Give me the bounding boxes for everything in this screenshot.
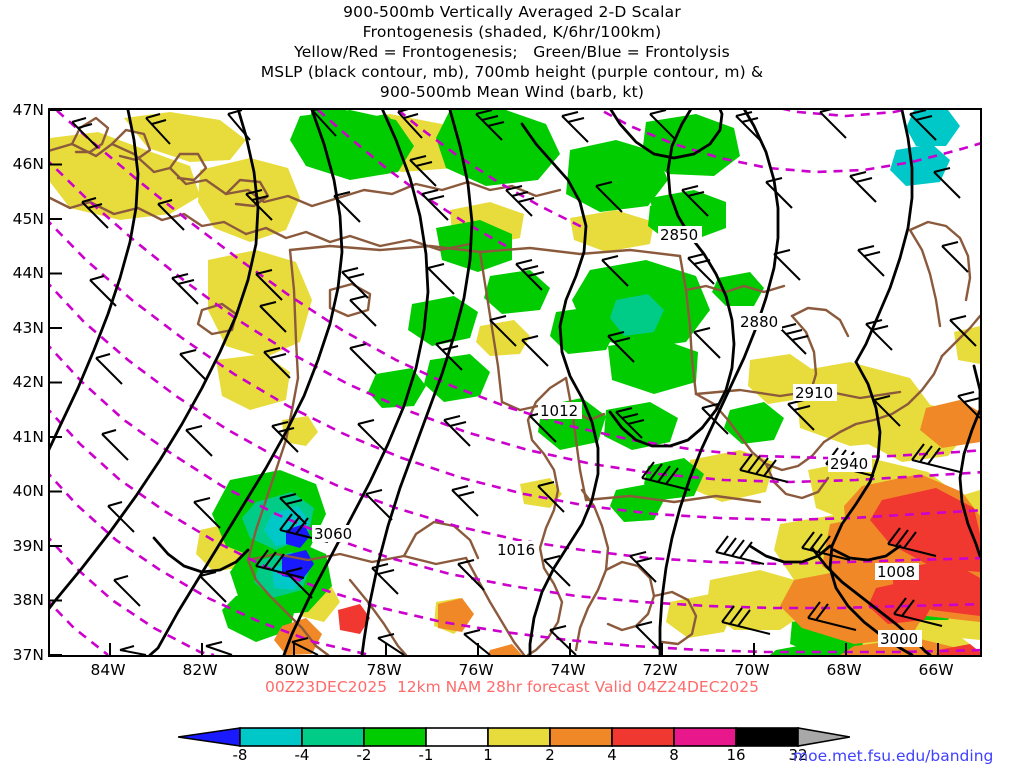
map-canvas: 2850 2880 2910 2940 3060 3000 1012 1016 — [50, 110, 980, 655]
y-tick-41N: 41N — [12, 428, 44, 446]
colorbar-cell-2 — [363, 727, 427, 747]
colorbar-tick-2: 2 — [545, 746, 555, 764]
contour-label-1008: 1008 — [877, 563, 915, 581]
title-line-1: 900-500mb Vertically Averaged 2-D Scalar — [343, 3, 681, 21]
colorbar-cell-5 — [549, 727, 613, 747]
x-tick-78W: 78W — [366, 661, 402, 679]
colorbar-tick--2: -2 — [356, 746, 372, 764]
contour-labels: 2850 2880 2910 2940 3060 3000 1012 1016 — [312, 226, 922, 648]
colorbar-cell-6 — [611, 727, 675, 747]
x-tick-82W: 82W — [182, 661, 218, 679]
colorbar: -8 -4 -2 -1 1 2 4 8 16 32 — [177, 726, 851, 768]
colorbar-cell-8 — [735, 727, 799, 747]
x-tick-74W: 74W — [550, 661, 586, 679]
colorbar-tick-16: 16 — [726, 746, 746, 764]
colorbar-swatches — [177, 727, 851, 747]
contour-label-2880: 2880 — [740, 313, 778, 331]
y-tick-42N: 42N — [12, 373, 44, 391]
title-line-4: MSLP (black contour, mb), 700mb height (… — [260, 63, 764, 81]
colorbar-tick-8: 8 — [669, 746, 679, 764]
y-tick-45N: 45N — [12, 210, 44, 228]
title-line-5: 900-500mb Mean Wind (barb, kt) — [379, 83, 645, 101]
forecast-caption: 00Z23DEC2025 12km NAM 28hr forecast Vali… — [265, 678, 759, 696]
x-tick-84W: 84W — [90, 661, 126, 679]
x-tick-72W: 72W — [642, 661, 678, 679]
x-tick-70W: 70W — [734, 661, 770, 679]
colorbar-tick--4: -4 — [294, 746, 310, 764]
x-tick-76W: 76W — [458, 661, 494, 679]
colorbar-cell-7 — [673, 727, 737, 747]
colorbar-tick--8: -8 — [232, 746, 248, 764]
contour-label-2940: 2940 — [830, 455, 868, 473]
chart-title-block: 900-500mb Vertically Averaged 2-D Scalar… — [0, 2, 1024, 102]
frontogenesis-shading — [50, 110, 980, 655]
x-tick-66W: 66W — [918, 661, 954, 679]
weather-map-plot: 2850 2880 2910 2940 3060 3000 1012 1016 — [48, 108, 982, 657]
colorbar-cell-0 — [239, 727, 303, 747]
title-line-2: Frontogenesis (shaded, K/6hr/100km) — [362, 23, 662, 41]
y-tick-38N: 38N — [12, 591, 44, 609]
wind-barbs — [71, 110, 980, 655]
x-tick-68W: 68W — [826, 661, 862, 679]
colorbar-cell-1 — [301, 727, 365, 747]
contour-label-2850: 2850 — [660, 226, 698, 244]
colorbar-tick--1: -1 — [418, 746, 434, 764]
colorbar-tick-1: 1 — [483, 746, 493, 764]
colorbar-cell-4 — [487, 727, 551, 747]
y-tick-47N: 47N — [12, 101, 44, 119]
y-tick-43N: 43N — [12, 319, 44, 337]
y-tick-39N: 39N — [12, 537, 44, 555]
y-tick-44N: 44N — [12, 264, 44, 282]
contour-label-1016: 1016 — [497, 541, 535, 559]
title-line-3: Yellow/Red = Frontogenesis; Green/Blue =… — [294, 43, 730, 61]
y-tick-40N: 40N — [12, 482, 44, 500]
contour-label-3060: 3060 — [314, 525, 352, 543]
colorbar-tick-4: 4 — [607, 746, 617, 764]
colorbar-tick-32: 32 — [788, 746, 808, 764]
contour-label-1012: 1012 — [540, 402, 578, 420]
colorbar-under-arrow — [177, 727, 241, 747]
mslp-contours — [50, 110, 980, 655]
y-tick-46N: 46N — [12, 155, 44, 173]
colorbar-over-arrow — [797, 727, 851, 747]
source-watermark: moe.met.fsu.edu/banding — [793, 747, 994, 765]
x-tick-80W: 80W — [274, 661, 310, 679]
contour-label-3000: 3000 — [880, 630, 918, 648]
contour-label-2910: 2910 — [795, 384, 833, 402]
axis-ticks — [50, 110, 939, 655]
colorbar-cell-3 — [425, 727, 489, 747]
y-tick-37N: 37N — [12, 646, 44, 664]
